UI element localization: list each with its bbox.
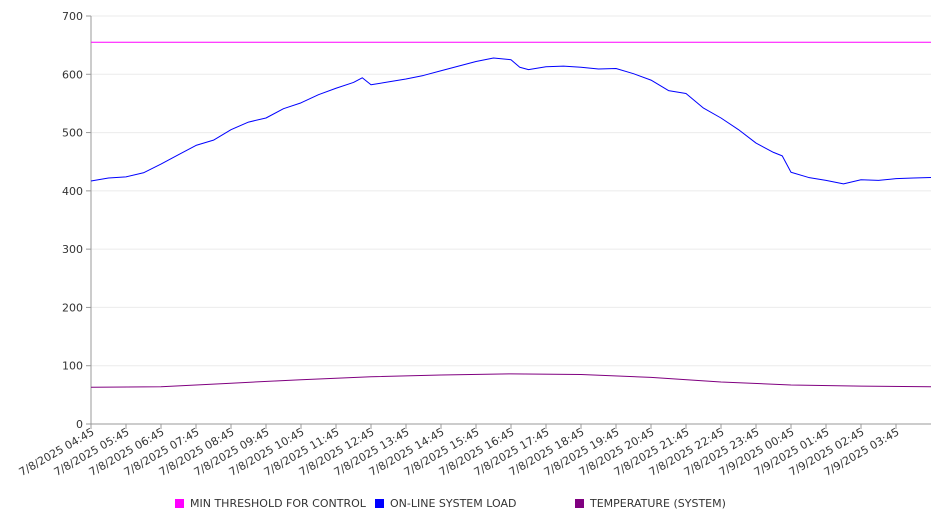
legend-label-temperature: TEMPERATURE (SYSTEM) bbox=[590, 497, 726, 510]
legend-entry-online-system-load[interactable]: ON-LINE SYSTEM LOAD bbox=[375, 497, 516, 510]
legend-label-online-system-load: ON-LINE SYSTEM LOAD bbox=[390, 497, 517, 510]
legend-entry-temperature[interactable]: TEMPERATURE (SYSTEM) bbox=[575, 497, 726, 510]
legend-entry-min-threshold[interactable]: MIN THRESHOLD FOR CONTROL bbox=[175, 497, 366, 510]
y-tick-label: 200 bbox=[62, 301, 83, 314]
y-tick-label: 500 bbox=[62, 127, 83, 140]
legend-swatch-min-threshold bbox=[175, 499, 184, 508]
chart-series bbox=[90, 41, 932, 388]
series-online-system-load[interactable] bbox=[90, 57, 932, 185]
chart-legend: MIN THRESHOLD FOR CONTROL ON-LINE SYSTEM… bbox=[0, 497, 946, 515]
chart-grid bbox=[91, 15, 931, 367]
y-tick-label: 0 bbox=[76, 418, 83, 431]
legend-label-min-threshold: MIN THRESHOLD FOR CONTROL bbox=[190, 497, 366, 510]
y-tick-label: 700 bbox=[62, 10, 83, 23]
y-axis-ticks: 0 100 200 300 400 500 600 700 bbox=[62, 10, 91, 431]
x-axis-ticks: 7/8/2025 04:457/8/2025 05:457/8/2025 06:… bbox=[17, 424, 902, 479]
y-tick-label: 300 bbox=[62, 243, 83, 256]
y-tick-label: 400 bbox=[62, 185, 83, 198]
y-tick-label: 100 bbox=[62, 360, 83, 373]
series-temperature[interactable] bbox=[90, 373, 932, 388]
y-tick-label: 600 bbox=[62, 68, 83, 81]
chart-axes bbox=[90, 16, 931, 425]
legend-swatch-temperature bbox=[575, 499, 584, 508]
legend-swatch-online-system-load bbox=[375, 499, 384, 508]
